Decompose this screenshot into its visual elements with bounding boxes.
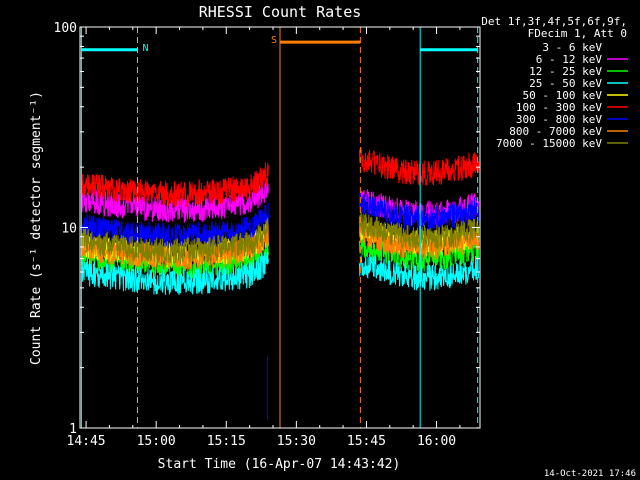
y-tick-label-0: 1 — [69, 422, 77, 437]
legend-label-7: 800 - 7000 keV — [509, 125, 602, 138]
series-line-8-segment-0 — [80, 218, 269, 264]
series-line-8-segment-1 — [358, 211, 480, 251]
series-line-5-segment-1 — [358, 146, 480, 186]
legend-label-0: 3 - 6 keV — [542, 41, 602, 54]
interval-label-2: S — [271, 35, 277, 46]
x-axis-label: Start Time (16-Apr-07 14:43:42) — [158, 457, 401, 472]
interval-label-0: N — [142, 43, 148, 54]
y-tick-label-1: 10 — [61, 222, 77, 237]
y-tick-label-2: 100 — [54, 21, 77, 36]
legend-label-5: 100 - 300 keV — [516, 101, 602, 114]
legend-label-4: 50 - 100 keV — [523, 89, 603, 102]
series-line-0-segment-1 — [358, 266, 480, 305]
legend-label-2: 12 - 25 keV — [529, 65, 602, 78]
legend-label-8: 7000 - 15000 keV — [496, 137, 602, 150]
legend: Det 1f,3f,4f,5f,6f,9f,FDecim 1, Att 03 -… — [481, 15, 628, 150]
chart-title: RHESSI Count Rates — [199, 3, 362, 21]
plot-area: N S 14:45 15:00 15:15 15:30 15:45 16:00 1 10 100 — [54, 21, 481, 449]
legend-header-1: FDecim 1, Att 0 — [528, 27, 627, 40]
legend-header-0: Det 1f,3f,4f,5f,6f,9f, — [481, 15, 627, 28]
x-tick-label-1: 15:00 — [137, 434, 176, 449]
x-tick-label-2: 15:15 — [207, 434, 246, 449]
series-line-6-segment-1 — [358, 193, 480, 232]
x-tick-label-5: 16:00 — [417, 434, 456, 449]
legend-label-1: 6 - 12 keV — [536, 53, 603, 66]
x-tick-label-0: 14:45 — [67, 434, 106, 449]
x-tick-label-4: 15:45 — [347, 434, 386, 449]
series-line-0-segment-0 — [81, 269, 269, 315]
legend-label-6: 300 - 800 keV — [516, 113, 602, 126]
series-line-1-segment-0 — [80, 178, 269, 223]
x-tick-label-3: 15:30 — [277, 434, 316, 449]
series-line-3-segment-0 — [80, 251, 269, 296]
timestamp: 14-Oct-2021 17:46 — [544, 469, 636, 479]
series-line-3-segment-1 — [358, 253, 480, 291]
y-axis-label: Count Rate (s⁻¹ detector segment⁻¹) — [29, 91, 44, 365]
legend-label-3: 25 - 50 keV — [529, 77, 602, 90]
series-line-5-segment-0 — [80, 162, 269, 209]
